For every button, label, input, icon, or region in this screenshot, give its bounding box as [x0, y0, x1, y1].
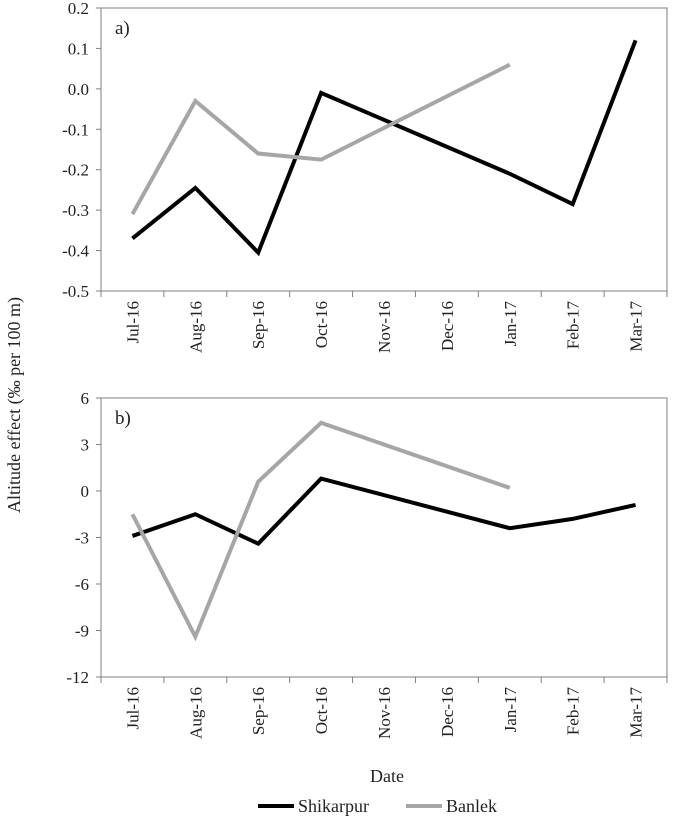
legend: Shikarpur Banlek: [258, 796, 497, 816]
legend-label-shikarpur: Shikarpur: [298, 796, 369, 816]
x-tick-label-b: Mar-17: [627, 687, 646, 738]
y-tick-label-a: 0.2: [68, 0, 89, 18]
series-line-shikarpur-a: [131, 39, 638, 257]
y-tick-label-b: 6: [81, 389, 90, 408]
y-tick-label-a: -0.4: [62, 242, 89, 261]
x-tick-label-b: Nov-16: [375, 687, 394, 739]
x-tick-label-a: Feb-17: [564, 301, 583, 350]
y-axis-label: Altitude effect (‰ per 100 m): [4, 297, 25, 513]
x-tick-label-b: Aug-16: [186, 687, 205, 739]
x-tick-label-b: Dec-16: [438, 687, 457, 737]
x-tick-label-a: Jan-17: [501, 301, 520, 347]
x-tick-label-a: Sep-16: [249, 301, 268, 349]
plot-frame-a: [100, 7, 668, 292]
panel-label-a: a): [115, 18, 130, 39]
y-tick-label-a: -0.5: [62, 282, 89, 301]
y-tick-label-a: -0.2: [62, 161, 89, 180]
y-tick-label-b: -6: [75, 575, 89, 594]
y-tick-label-a: -0.3: [62, 201, 89, 220]
x-tick-label-b: Feb-17: [564, 687, 583, 736]
series-line-banlek-a: [130, 62, 511, 216]
x-tick-label-b: Jul-16: [123, 687, 142, 730]
x-tick-label-b: Sep-16: [249, 687, 268, 735]
y-tick-label-b: 0: [81, 482, 90, 501]
plot-frame-b: [100, 397, 668, 678]
y-tick-label-a: 0.0: [68, 80, 89, 99]
legend-label-banlek: Banlek: [446, 796, 497, 816]
y-tick-label-b: 3: [81, 436, 90, 455]
x-tick-label-a: Jul-16: [123, 301, 142, 344]
x-tick-label-a: Mar-17: [627, 301, 646, 352]
series-line-shikarpur-b: [131, 476, 636, 547]
x-tick-label-a: Oct-16: [312, 301, 331, 348]
y-tick-label-b: -3: [75, 529, 89, 548]
x-tick-label-a: Dec-16: [438, 301, 457, 351]
x-tick-label-a: Aug-16: [186, 301, 205, 353]
x-axis-label: Date: [370, 766, 404, 786]
x-tick-label-b: Jan-17: [501, 687, 520, 733]
series-line-banlek-b: [130, 420, 511, 642]
y-tick-label-a: -0.1: [62, 120, 89, 139]
y-tick-label-b: -9: [75, 622, 89, 641]
panel-a: -0.5 -0.4 -0.3 -0.2 -0.1 0.0 0.1 0.2 Jul-16 Aug-1…: [62, 0, 668, 353]
y-tick-label-b: -12: [66, 668, 89, 687]
x-tick-label-b: Oct-16: [312, 687, 331, 734]
y-tick-label-a: 0.1: [68, 39, 89, 58]
x-tick-label-a: Nov-16: [375, 301, 394, 353]
panel-b: -12 -9 -6 -3 0 3 6 Jul-16 Aug-16 Sep-16 Oct-16 Nov-…: [66, 389, 668, 739]
panel-label-b: b): [115, 408, 131, 429]
